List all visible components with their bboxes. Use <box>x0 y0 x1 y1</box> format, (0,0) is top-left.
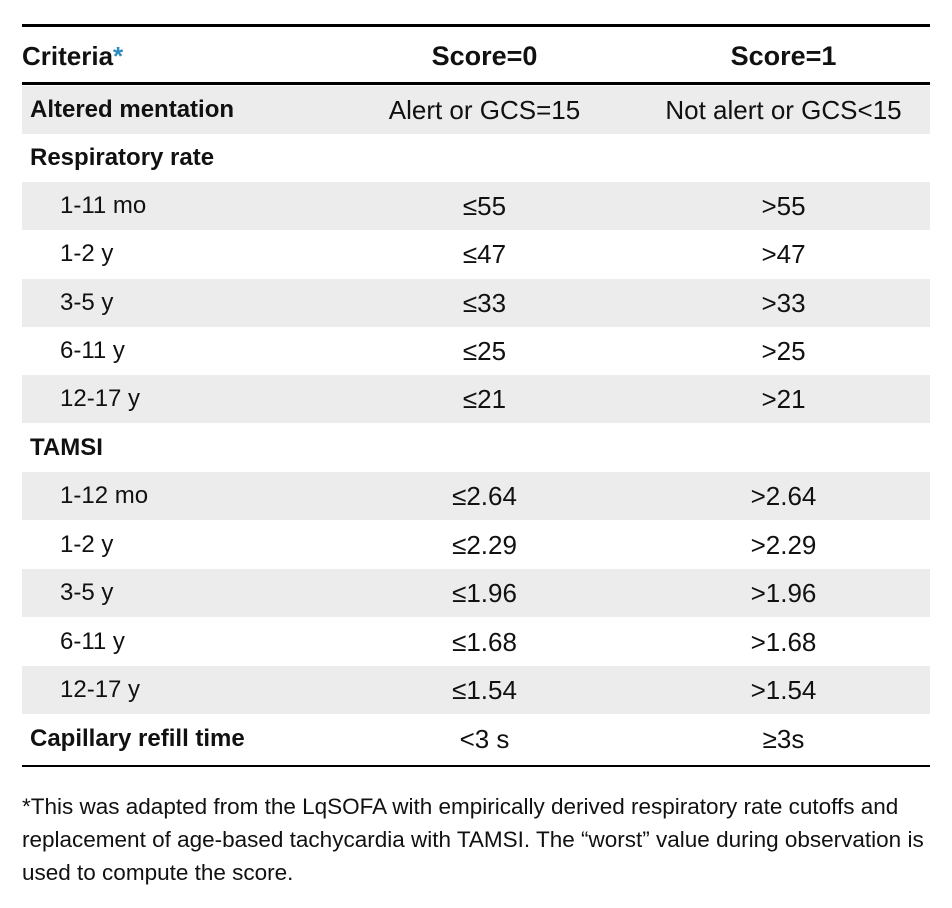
score0-cell: ≤25 <box>462 335 507 366</box>
score0-cell: <3 s <box>459 723 510 754</box>
score0-cell: ≤55 <box>462 190 507 221</box>
row-label: 3-5 y <box>60 289 114 316</box>
score1-cell: >1.54 <box>750 674 817 705</box>
bottom-rule <box>22 765 930 767</box>
section-label: Respiratory rate <box>30 144 215 171</box>
section-row: Respiratory rate <box>22 134 930 182</box>
score0-cell: ≤33 <box>462 287 507 318</box>
table-header: Criteria* Score=0 Score=1 <box>22 30 930 82</box>
header-rule <box>22 82 930 85</box>
score1-cell: >21 <box>761 383 806 414</box>
score1-cell: Not alert or GCS<15 <box>665 94 902 125</box>
score0-cell: ≤1.54 <box>452 674 517 705</box>
table-row: Capillary refill time <3 s ≥3s <box>22 715 930 763</box>
header-score1: Score=1 <box>730 40 837 71</box>
score0-cell: ≤2.64 <box>452 480 517 511</box>
score1-cell: >55 <box>761 190 806 221</box>
row-label: Altered mentation <box>30 96 235 123</box>
section-label: TAMSI <box>30 434 103 461</box>
table-footnote: *This was adapted from the LqSOFA with e… <box>22 794 924 885</box>
row-label: 12-17 y <box>60 385 141 412</box>
score1-cell: >2.29 <box>750 529 817 560</box>
score0-cell: Alert or GCS=15 <box>388 94 581 125</box>
row-label: 1-2 y <box>60 531 114 558</box>
table-row: 12-17 y ≤1.54 >1.54 <box>22 666 930 714</box>
table-row: 3-5 y ≤33 >33 <box>22 279 930 327</box>
table-row: 1-12 mo ≤2.64 >2.64 <box>22 472 930 520</box>
score0-cell: ≤1.96 <box>452 577 517 608</box>
score1-cell: >47 <box>761 238 806 269</box>
footnote-asterisk: * <box>113 40 124 71</box>
row-label: 1-12 mo <box>60 482 149 509</box>
row-label: 3-5 y <box>60 579 114 606</box>
table-row: 6-11 y ≤1.68 >1.68 <box>22 618 930 666</box>
header-criteria: Criteria* <box>22 41 332 72</box>
score0-cell: ≤47 <box>462 238 507 269</box>
row-label: 12-17 y <box>60 676 141 703</box>
row-label: 6-11 y <box>60 628 125 655</box>
table-row: 1-11 mo ≤55 >55 <box>22 182 930 230</box>
table-row: Altered mentation Alert or GCS=15 Not al… <box>22 86 930 134</box>
table-row: 12-17 y ≤21 >21 <box>22 375 930 423</box>
score1-cell: >25 <box>761 335 806 366</box>
table-row: 3-5 y ≤1.96 >1.96 <box>22 569 930 617</box>
row-label: 1-11 mo <box>60 192 147 219</box>
section-row: TAMSI <box>22 424 930 472</box>
header-criteria-label: Criteria <box>22 40 114 71</box>
score0-cell: ≤1.68 <box>452 626 517 657</box>
header-score0: Score=0 <box>431 40 538 71</box>
score1-cell: >1.96 <box>750 577 817 608</box>
score0-cell: ≤2.29 <box>452 529 517 560</box>
table-row: 1-2 y ≤2.29 >2.29 <box>22 521 930 569</box>
row-label: 1-2 y <box>60 240 114 267</box>
row-label: 6-11 y <box>60 337 125 364</box>
table-row: 1-2 y ≤47 >47 <box>22 230 930 278</box>
row-label: Capillary refill time <box>30 725 245 752</box>
table-row: 6-11 y ≤25 >25 <box>22 327 930 375</box>
score1-cell: ≥3s <box>762 723 805 754</box>
score1-cell: >1.68 <box>750 626 817 657</box>
score1-cell: >2.64 <box>750 480 817 511</box>
top-rule <box>22 24 930 27</box>
score1-cell: >33 <box>761 287 806 318</box>
score0-cell: ≤21 <box>462 383 507 414</box>
